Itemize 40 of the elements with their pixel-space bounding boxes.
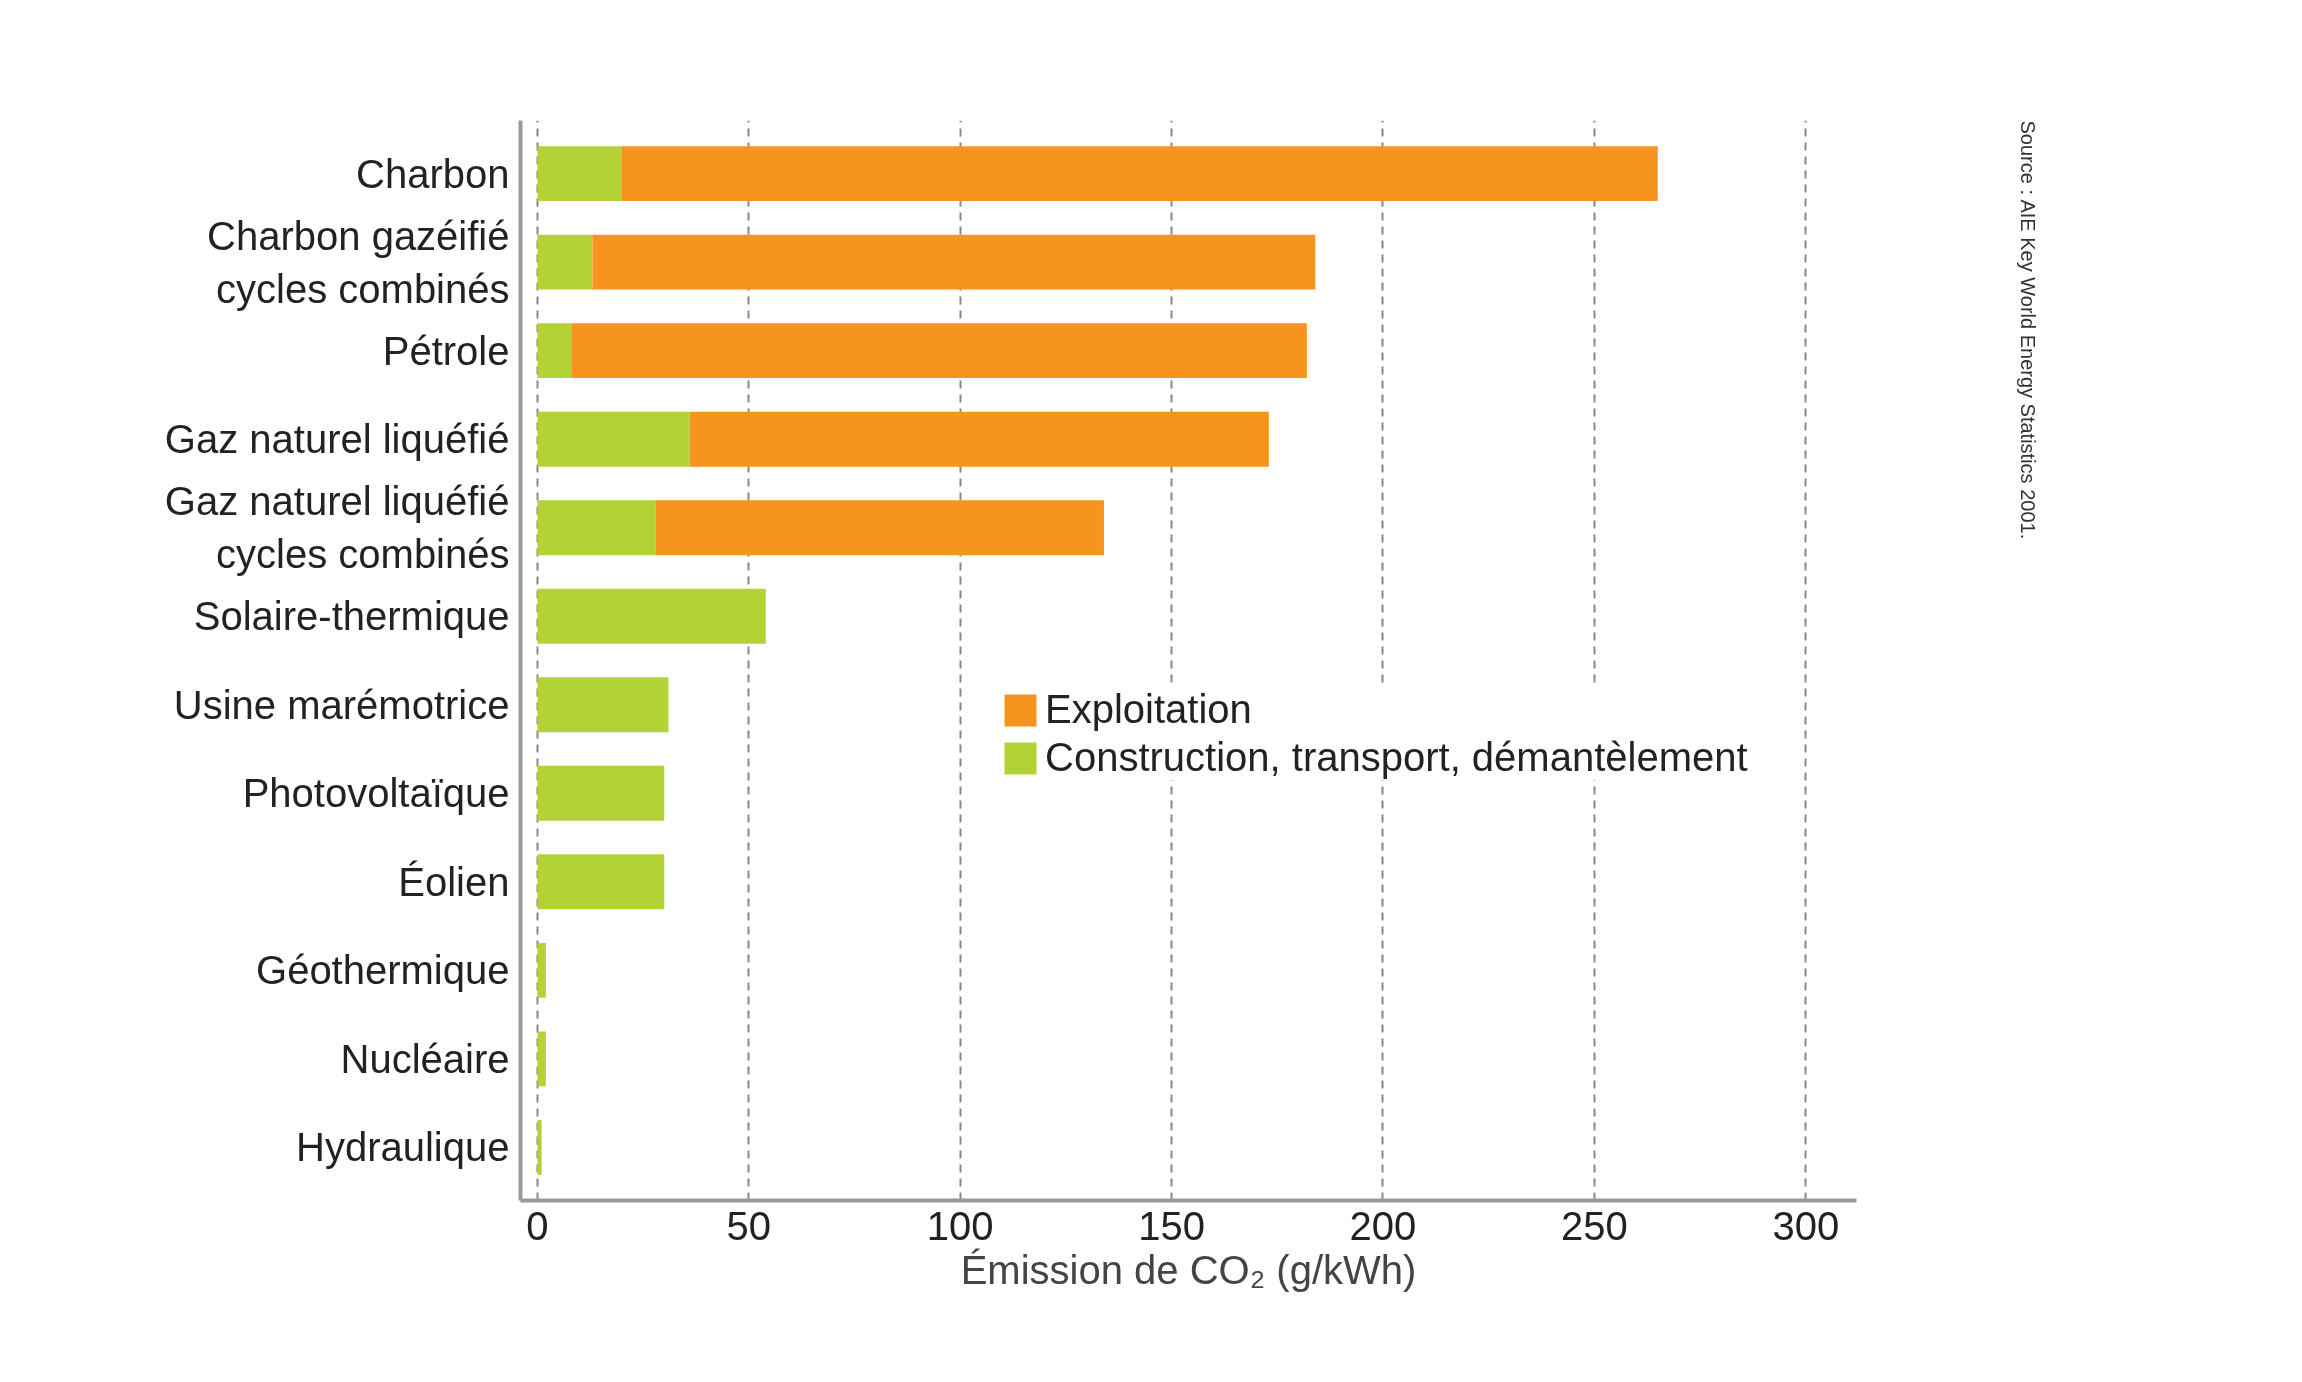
y-tick-label: Éolien xyxy=(398,859,510,904)
source-note: Source : AIE Key World Energy Statistics 2001. xyxy=(2016,120,2039,540)
bar xyxy=(537,765,665,821)
x-tick-label: 100 xyxy=(926,1203,994,1248)
x-tick-label: 0 xyxy=(526,1203,549,1248)
bar xyxy=(537,146,622,202)
bar xyxy=(689,411,1269,467)
y-tick-label: Géothermique xyxy=(256,948,510,993)
y-tick-label: Usine marémotrice xyxy=(173,682,510,727)
y-tick-label: Hydraulique xyxy=(296,1125,510,1170)
x-tick-label: 200 xyxy=(1349,1203,1417,1248)
y-tick-label: Gaz naturel liquéfié xyxy=(164,417,510,462)
y-tick-label: Charbon gazéifié cycles combinés xyxy=(207,213,510,311)
x-axis-title: Émission de CO₂ (g/kWh) xyxy=(960,1247,1417,1292)
bar xyxy=(537,854,665,910)
bar xyxy=(537,234,593,290)
bar xyxy=(621,146,1658,202)
y-tick-label: Nucléaire xyxy=(340,1036,510,1081)
bar xyxy=(537,323,572,379)
legend-label: Construction, transport, démantèlement xyxy=(1045,735,1748,780)
y-tick-label: Pétrole xyxy=(382,328,510,373)
bar xyxy=(592,234,1316,290)
bar xyxy=(537,1031,546,1087)
bar xyxy=(571,323,1307,379)
bar xyxy=(655,500,1104,556)
bar xyxy=(537,500,656,556)
legend-label: Exploitation xyxy=(1045,687,1252,732)
y-tick-label: Charbon xyxy=(356,151,510,196)
bar xyxy=(537,588,766,644)
bar xyxy=(537,411,690,467)
x-tick-label: 50 xyxy=(726,1203,772,1248)
y-tick-label: Photovoltaïque xyxy=(242,771,510,816)
bar xyxy=(537,1119,542,1175)
y-tick-label: Gaz naturel liquéfié cycles combinés xyxy=(164,479,510,577)
x-tick-label: 150 xyxy=(1138,1203,1205,1248)
x-tick-label: 250 xyxy=(1561,1203,1628,1248)
y-tick-label: Solaire-thermique xyxy=(193,594,510,639)
x-tick-label: 300 xyxy=(1772,1203,1840,1248)
bar xyxy=(537,677,669,733)
bar xyxy=(537,942,546,998)
